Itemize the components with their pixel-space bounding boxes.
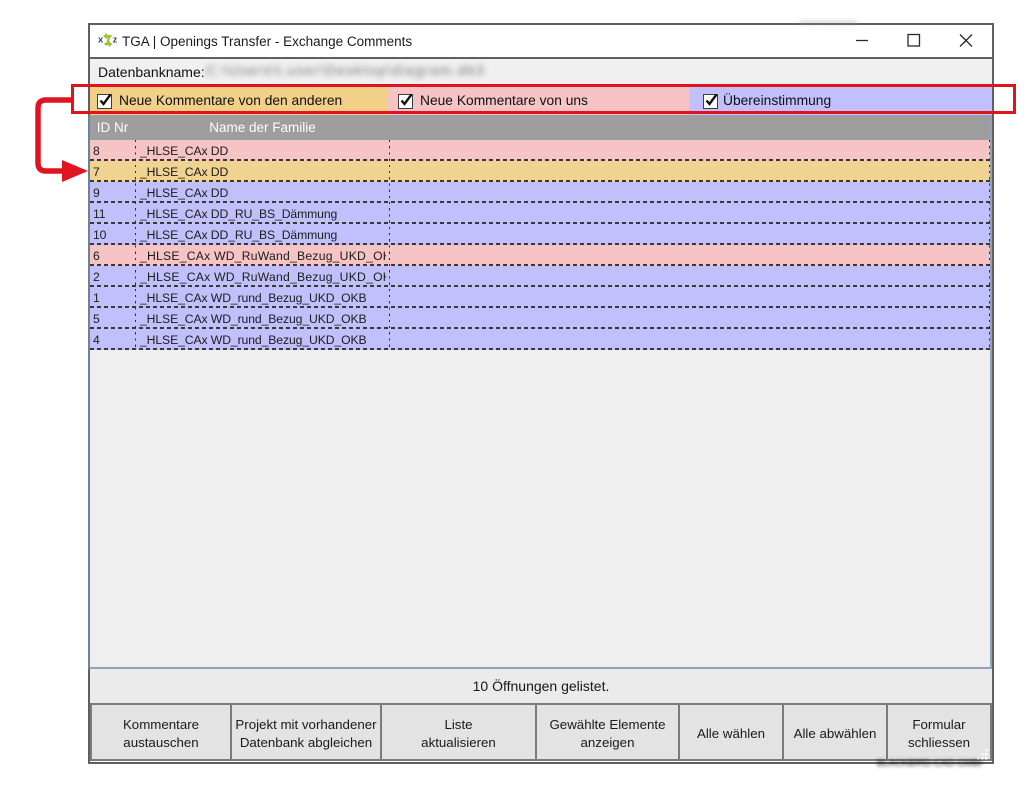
svg-text:z: z: [113, 34, 118, 44]
svg-text:x: x: [98, 35, 104, 46]
